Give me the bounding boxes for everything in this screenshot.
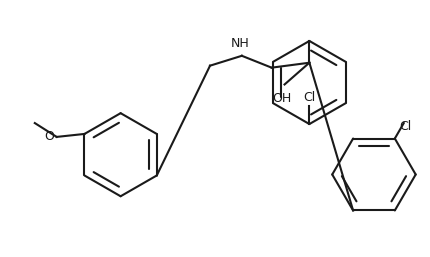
Text: Cl: Cl xyxy=(399,120,412,133)
Text: NH: NH xyxy=(230,37,249,50)
Text: Cl: Cl xyxy=(303,91,316,104)
Text: OH: OH xyxy=(272,93,291,105)
Text: O: O xyxy=(44,130,54,143)
